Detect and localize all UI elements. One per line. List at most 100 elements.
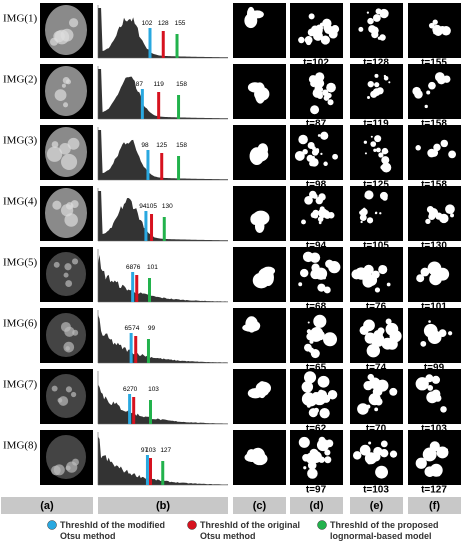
segment-blob (440, 139, 449, 148)
segment-blob (388, 81, 391, 84)
brain-spot (67, 137, 80, 150)
segment-blob (381, 337, 394, 350)
brain-spot (52, 200, 62, 210)
segment-blob (414, 89, 423, 99)
segment-blob (317, 283, 326, 292)
segment-blob (373, 148, 377, 152)
mask-blob (251, 452, 268, 466)
segment-blob (320, 152, 323, 155)
brain (45, 66, 87, 116)
histogram (98, 314, 228, 363)
segment-blob (375, 28, 379, 32)
t-label: t=97 (306, 485, 327, 496)
segment-blob (434, 394, 442, 402)
legend-marker (47, 520, 57, 530)
segment-blob (323, 161, 328, 167)
segment-blob (307, 321, 310, 324)
t-label: t=125 (363, 180, 389, 191)
row-label: IMG(2) (3, 74, 38, 86)
threshold-value: 99 (148, 325, 156, 332)
threshold-value: 158 (176, 81, 187, 88)
segment-blob (308, 408, 318, 418)
segment-blob (426, 205, 434, 213)
legend-text: Threshld of the original (200, 520, 300, 530)
column-label-box (290, 497, 343, 514)
segment-blob (304, 140, 307, 143)
segment-blob (380, 339, 384, 343)
column-label-box (408, 497, 461, 514)
segment-blob (298, 134, 308, 145)
threshold-value: 94 (139, 203, 147, 210)
segment-blob (320, 35, 330, 45)
column-label: (a) (40, 500, 54, 512)
segment-blob (328, 261, 341, 274)
segment-blob (381, 156, 390, 165)
segment-blob (448, 150, 456, 159)
segment-blob (309, 157, 319, 167)
brain-spot (57, 397, 63, 403)
segment-blob (362, 274, 374, 286)
segment-blob (360, 220, 363, 224)
segment-blob (363, 319, 375, 332)
segment-blob (364, 332, 376, 344)
segment-blob (317, 134, 321, 137)
column-label: (c) (253, 500, 267, 512)
mask-blob (257, 143, 269, 156)
mask-blob (245, 16, 257, 28)
segment-blob (319, 87, 324, 92)
t-label: t=101 (421, 302, 447, 313)
segment-blob (358, 26, 364, 32)
segment-blob (448, 331, 453, 336)
segment-blob (357, 403, 369, 415)
segment-blob (317, 317, 325, 324)
brain-spot (54, 89, 67, 101)
segment-blob (326, 82, 336, 93)
threshold-value: 130 (162, 203, 173, 210)
segment-blob (379, 212, 382, 215)
segment-blob (306, 332, 315, 341)
segment-blob (319, 206, 325, 212)
segment-blob (301, 219, 306, 225)
segment-blob (374, 73, 379, 78)
segment-blob (308, 347, 315, 353)
legend-text: Threshld of the proposed (330, 520, 439, 530)
brain-spot (65, 346, 70, 351)
t-label: t=74 (366, 363, 387, 374)
t-label: t=87 (306, 119, 327, 130)
segment-blob (415, 377, 429, 391)
legend-text: Threshld of the modified (60, 520, 165, 530)
legend-text: Otsu method (200, 531, 256, 541)
segment-blob (314, 90, 318, 94)
segment-blob (311, 146, 316, 151)
threshold-value: 98 (141, 142, 149, 149)
segment-blob (323, 211, 332, 219)
segment-blob (310, 212, 317, 219)
brain-spot (61, 83, 66, 88)
brain-spot (70, 200, 79, 208)
mask-blob (252, 272, 270, 289)
t-label: t=105 (363, 241, 389, 252)
threshold-value: 74 (132, 325, 140, 332)
threshold-value: 127 (160, 447, 171, 454)
segment-blob (318, 221, 322, 225)
histogram (98, 130, 228, 180)
segment-blob (372, 14, 381, 22)
segment-blob (298, 282, 303, 287)
threshold-value: 103 (148, 386, 159, 393)
segment-blob (375, 211, 378, 214)
segment-blob (317, 375, 330, 388)
segment-blob (433, 143, 441, 152)
threshold-value: 97 (141, 447, 149, 454)
segment-blob (310, 105, 320, 115)
segment-blob (309, 252, 321, 263)
brain-spot (71, 258, 79, 265)
segment-blob (385, 150, 389, 154)
mask-blob (255, 86, 266, 104)
segment-blob (294, 150, 305, 161)
threshold-value: 76 (133, 264, 141, 271)
brain-spot (63, 102, 69, 108)
segment-blob (437, 75, 446, 85)
segment-blob (318, 74, 325, 81)
segment-blob (378, 264, 388, 275)
segment-blob (368, 393, 381, 406)
